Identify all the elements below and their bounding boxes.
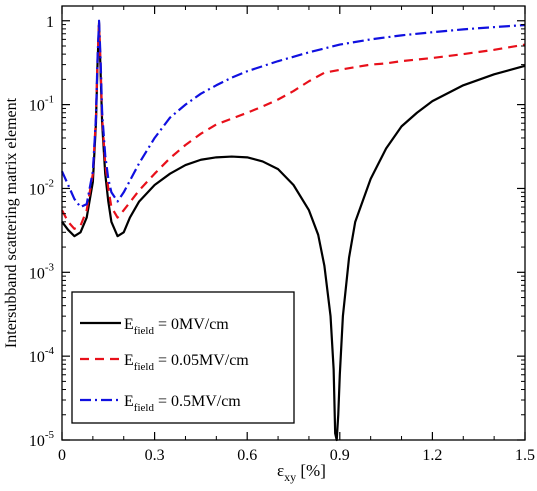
legend-label-main: E [124,393,134,410]
y-tick-base: 10 [29,349,45,366]
y-tick-exponent: -5 [45,429,55,441]
x-tick-label: 1.5 [515,447,535,464]
legend-label-tail: = 0.05MV/cm [154,352,249,369]
legend-label-2: Efield = 0.5MV/cm [124,393,241,414]
y-tick-base: 10 [29,433,45,450]
y-tick-label: 10-1 [29,94,54,115]
axis-ticks [61,6,526,441]
y-tick-base: 1 [46,14,54,31]
y-tick-exponent: -3 [45,261,55,273]
y-tick-exponent: -4 [45,345,55,357]
series-line-2 [60,19,526,209]
x-axis-label: εxy [%] [277,461,326,484]
y-axis-label: Intersubband scattering matrix element [3,97,20,348]
legend-label-sub: field [134,361,155,373]
y-tick-base: 10 [29,98,45,115]
y-tick-base: 10 [29,181,45,198]
legend-label-0: Efield = 0MV/cm [124,316,229,337]
legend-label-sub: field [134,402,155,414]
legend-label-main: E [124,352,134,369]
x-tick-label: 0.6 [237,447,257,464]
x-axis-label-unit: [%] [296,461,326,480]
x-tick-label: 0 [58,447,66,464]
y-tick-label: 1 [46,14,54,31]
x-axis-label-main: ε [277,461,284,480]
plot-frame [61,5,526,441]
legend-label-1: Efield = 0.05MV/cm [124,352,249,373]
legend-label-tail: = 0.5MV/cm [154,393,241,410]
x-tick-label: 1.2 [422,447,442,464]
y-tick-base: 10 [29,265,45,282]
y-tick-label: 10-5 [29,429,55,450]
y-tick-labels: 110-110-210-310-410-5 [29,14,55,450]
y-tick-label: 10-3 [29,261,55,282]
x-tick-labels: 0 0.3 0.6 0.9 1.2 1.5 [58,447,535,464]
x-tick-label: 0.9 [330,447,350,464]
legend-label-sub: field [134,325,155,337]
series-line-1 [61,23,526,230]
x-axis-label-sub: xy [284,470,296,484]
legend-box [71,291,295,424]
y-tick-label: 10-2 [29,177,54,198]
legend-label-tail: = 0MV/cm [154,316,229,333]
y-tick-exponent: -1 [45,94,54,106]
series-lines [60,19,526,442]
y-tick-label: 10-4 [29,345,55,366]
legend-label-main: E [124,316,134,333]
y-tick-exponent: -2 [45,177,54,189]
x-tick-label: 0.3 [145,447,165,464]
